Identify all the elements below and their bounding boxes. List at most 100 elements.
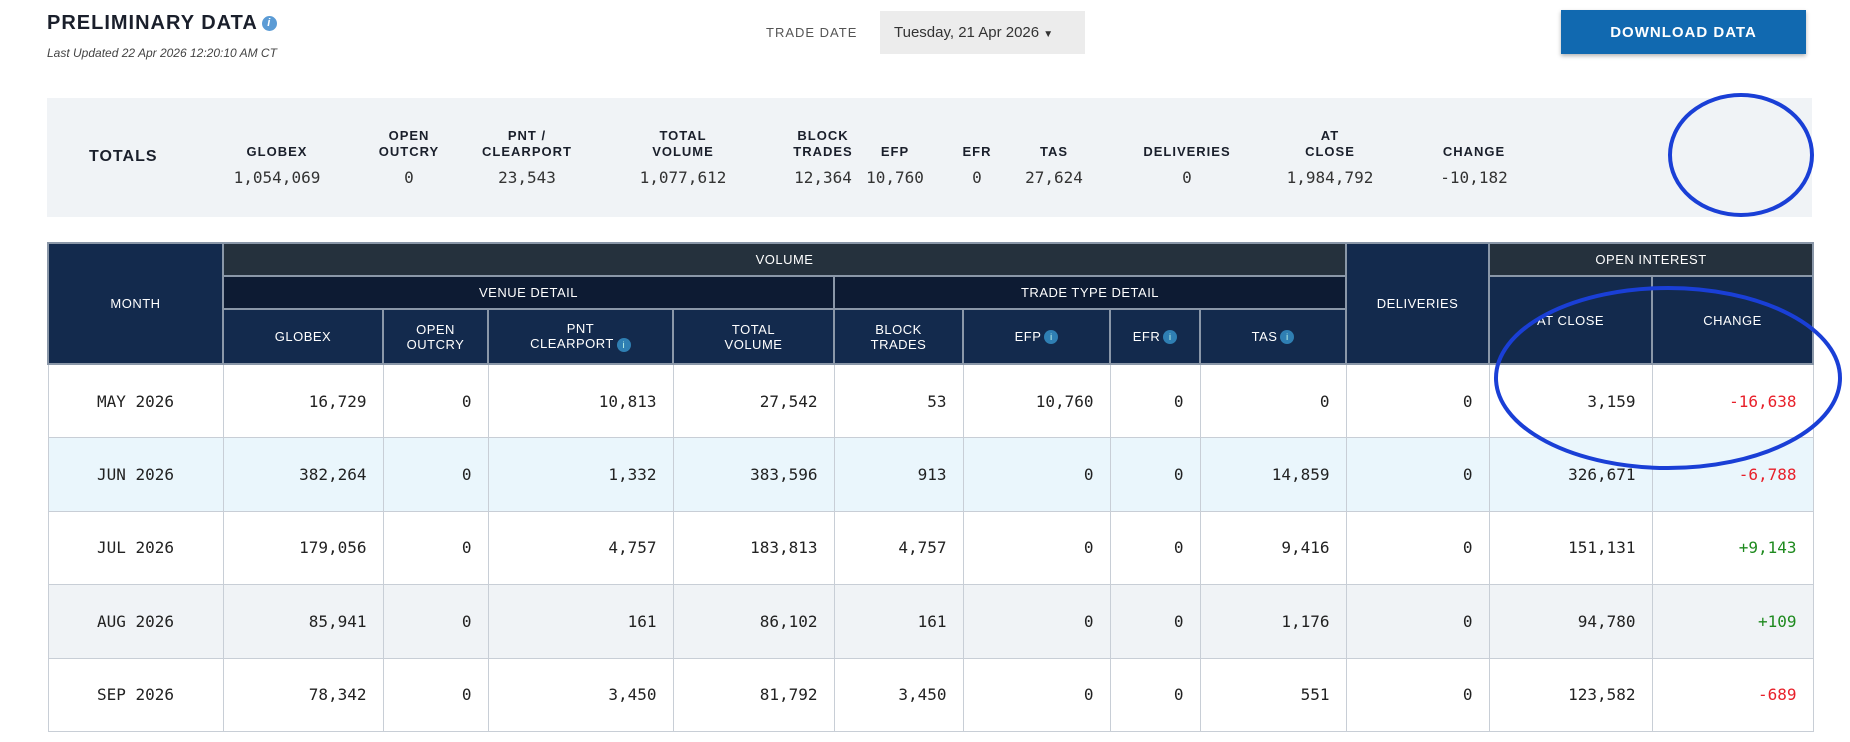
table-cell: 0 — [382, 584, 489, 659]
totals-col-value: -10,182 — [1440, 168, 1508, 187]
table-cell: 3,450 — [487, 657, 674, 732]
header-open-interest: OPEN INTEREST — [1488, 242, 1815, 277]
totals-col-header: BLOCK TRADES — [793, 128, 853, 159]
table-cell: 10,760 — [962, 363, 1111, 438]
table-cell: 14,859 — [1199, 437, 1347, 512]
table-cell: 161 — [833, 584, 964, 659]
totals-col-header: PNT / CLEARPORT — [482, 128, 572, 159]
totals-col-value: 1,984,792 — [1286, 168, 1374, 187]
table-cell: 78,342 — [222, 657, 384, 732]
table-cell: 179,056 — [222, 510, 384, 585]
table-cell: 0 — [962, 510, 1111, 585]
table-cell: 27,542 — [672, 363, 835, 438]
totals-col: TAS 27,624 — [984, 126, 1124, 187]
header-block-trades: BLOCK TRADES — [833, 308, 964, 365]
table-cell: 53 — [833, 363, 964, 438]
table-cell: 10,813 — [487, 363, 674, 438]
table-cell: AUG 2026 — [47, 584, 224, 659]
table-cell: 0 — [382, 510, 489, 585]
totals-col-value: 12,364 — [794, 168, 852, 187]
table-cell: 382,264 — [222, 437, 384, 512]
totals-col: CHANGE -10,182 — [1404, 126, 1544, 187]
trade-date-value: Tuesday, 21 Apr 2026 — [894, 24, 1040, 41]
totals-col: DELIVERIES 0 — [1117, 126, 1257, 187]
header-at-close: AT CLOSE — [1488, 275, 1654, 365]
table-cell: 151,131 — [1488, 510, 1653, 585]
table-cell: 85,941 — [222, 584, 384, 659]
table-cell: 0 — [962, 584, 1111, 659]
page-title: PRELIMINARY DATA i — [47, 12, 277, 35]
totals-label: TOTALS — [89, 148, 158, 165]
totals-col: EFP 10,760 — [825, 126, 965, 187]
totals-panel: TOTALS GLOBEX 1,054,069 OPEN OUTCRY 0 PNT / CL… — [47, 98, 1812, 217]
table-cell: 0 — [962, 437, 1111, 512]
totals-col: EFR 0 — [907, 126, 1047, 187]
table-cell: 0 — [1109, 657, 1201, 732]
download-data-button[interactable]: DOWNLOAD DATA — [1561, 10, 1806, 54]
header-pnt-clearport: PNT CLEARPORT i — [487, 308, 674, 365]
totals-col-header: DELIVERIES — [1143, 144, 1231, 159]
totals-col-value: 0 — [972, 168, 982, 187]
table-cell: 123,582 — [1488, 657, 1653, 732]
table-row: SEP 2026 78,342 0 3,450 81,792 3,450 0 0 551 0 123… — [47, 657, 1814, 732]
table-cell: 86,102 — [672, 584, 835, 659]
table-row: MAY 2026 16,729 0 10,813 27,542 53 10,760 0 0 0 3,… — [47, 363, 1814, 438]
table-row: AUG 2026 85,941 0 161 86,102 161 0 0 1,176 0 94,78… — [47, 584, 1814, 659]
table-cell: 4,757 — [833, 510, 964, 585]
info-icon[interactable]: i — [616, 337, 631, 352]
header-month: MONTH — [47, 242, 224, 365]
totals-col-header: OPEN OUTCRY — [378, 128, 440, 159]
info-icon[interactable]: i — [1280, 330, 1295, 345]
totals-col: BLOCK TRADES 12,364 — [753, 126, 893, 187]
table-row: JUN 2026 382,264 0 1,332 383,596 913 0 0 14,859 0… — [47, 437, 1814, 512]
header-change: CHANGE — [1651, 275, 1815, 365]
table-cell: +109 — [1651, 584, 1814, 659]
totals-col: PNT / CLEARPORT 23,543 — [457, 126, 597, 187]
info-icon[interactable]: i — [1044, 330, 1059, 345]
trade-date-select[interactable]: Tuesday, 21 Apr 2026 ▼ — [880, 11, 1085, 54]
table-cell: 0 — [1345, 437, 1490, 512]
table-cell: -689 — [1651, 657, 1814, 732]
last-updated: Last Updated 22 Apr 2026 12:20:10 AM CT — [47, 46, 277, 60]
trade-date-label: TRADE DATE — [766, 25, 858, 40]
totals-col-header: EFP — [880, 144, 910, 159]
header-open-outcry: OPEN OUTCRY — [382, 308, 489, 365]
table-cell: 9,416 — [1199, 510, 1347, 585]
table-cell: 0 — [962, 657, 1111, 732]
totals-col-value: 27,624 — [1025, 168, 1083, 187]
totals-col-value: 0 — [1182, 168, 1192, 187]
totals-col: OPEN OUTCRY 0 — [339, 126, 479, 187]
table-cell: JUL 2026 — [47, 510, 224, 585]
table-cell: 326,671 — [1488, 437, 1653, 512]
table-cell: 913 — [833, 437, 964, 512]
table-cell: 183,813 — [672, 510, 835, 585]
header-total-volume: TOTAL VOLUME — [672, 308, 835, 365]
totals-col-header: GLOBEX — [246, 144, 308, 159]
totals-col-header: CHANGE — [1442, 144, 1506, 159]
header-volume: VOLUME — [221, 242, 1348, 277]
table-cell: 0 — [1345, 584, 1490, 659]
table-cell: 4,757 — [487, 510, 674, 585]
table-cell: 551 — [1199, 657, 1347, 732]
header-deliveries: DELIVERIES — [1345, 242, 1491, 365]
title-text: PRELIMINARY DATA — [47, 12, 258, 34]
table-cell: 0 — [1345, 657, 1490, 732]
table-cell: 1,176 — [1199, 584, 1347, 659]
header-venue-detail: VENUE DETAIL — [222, 275, 835, 310]
table-cell: 81,792 — [672, 657, 835, 732]
totals-col-value: 1,054,069 — [233, 168, 321, 187]
table-cell: 0 — [382, 437, 489, 512]
totals-col-value: 10,760 — [866, 168, 924, 187]
table-cell: -16,638 — [1651, 363, 1814, 438]
info-icon[interactable]: i — [1163, 330, 1178, 345]
totals-col-value: 1,077,612 — [639, 168, 727, 187]
info-icon[interactable]: i — [261, 16, 277, 31]
totals-col-value: 0 — [404, 168, 414, 187]
table-cell: 0 — [1109, 363, 1201, 438]
table-cell: 0 — [1345, 363, 1490, 438]
header-trade-type-detail: TRADE TYPE DETAIL — [832, 275, 1348, 310]
totals-col: GLOBEX 1,054,069 — [207, 126, 347, 187]
header-tas: TAS i — [1198, 308, 1348, 365]
table-cell: MAY 2026 — [47, 363, 224, 438]
table-cell: 1,332 — [487, 437, 674, 512]
